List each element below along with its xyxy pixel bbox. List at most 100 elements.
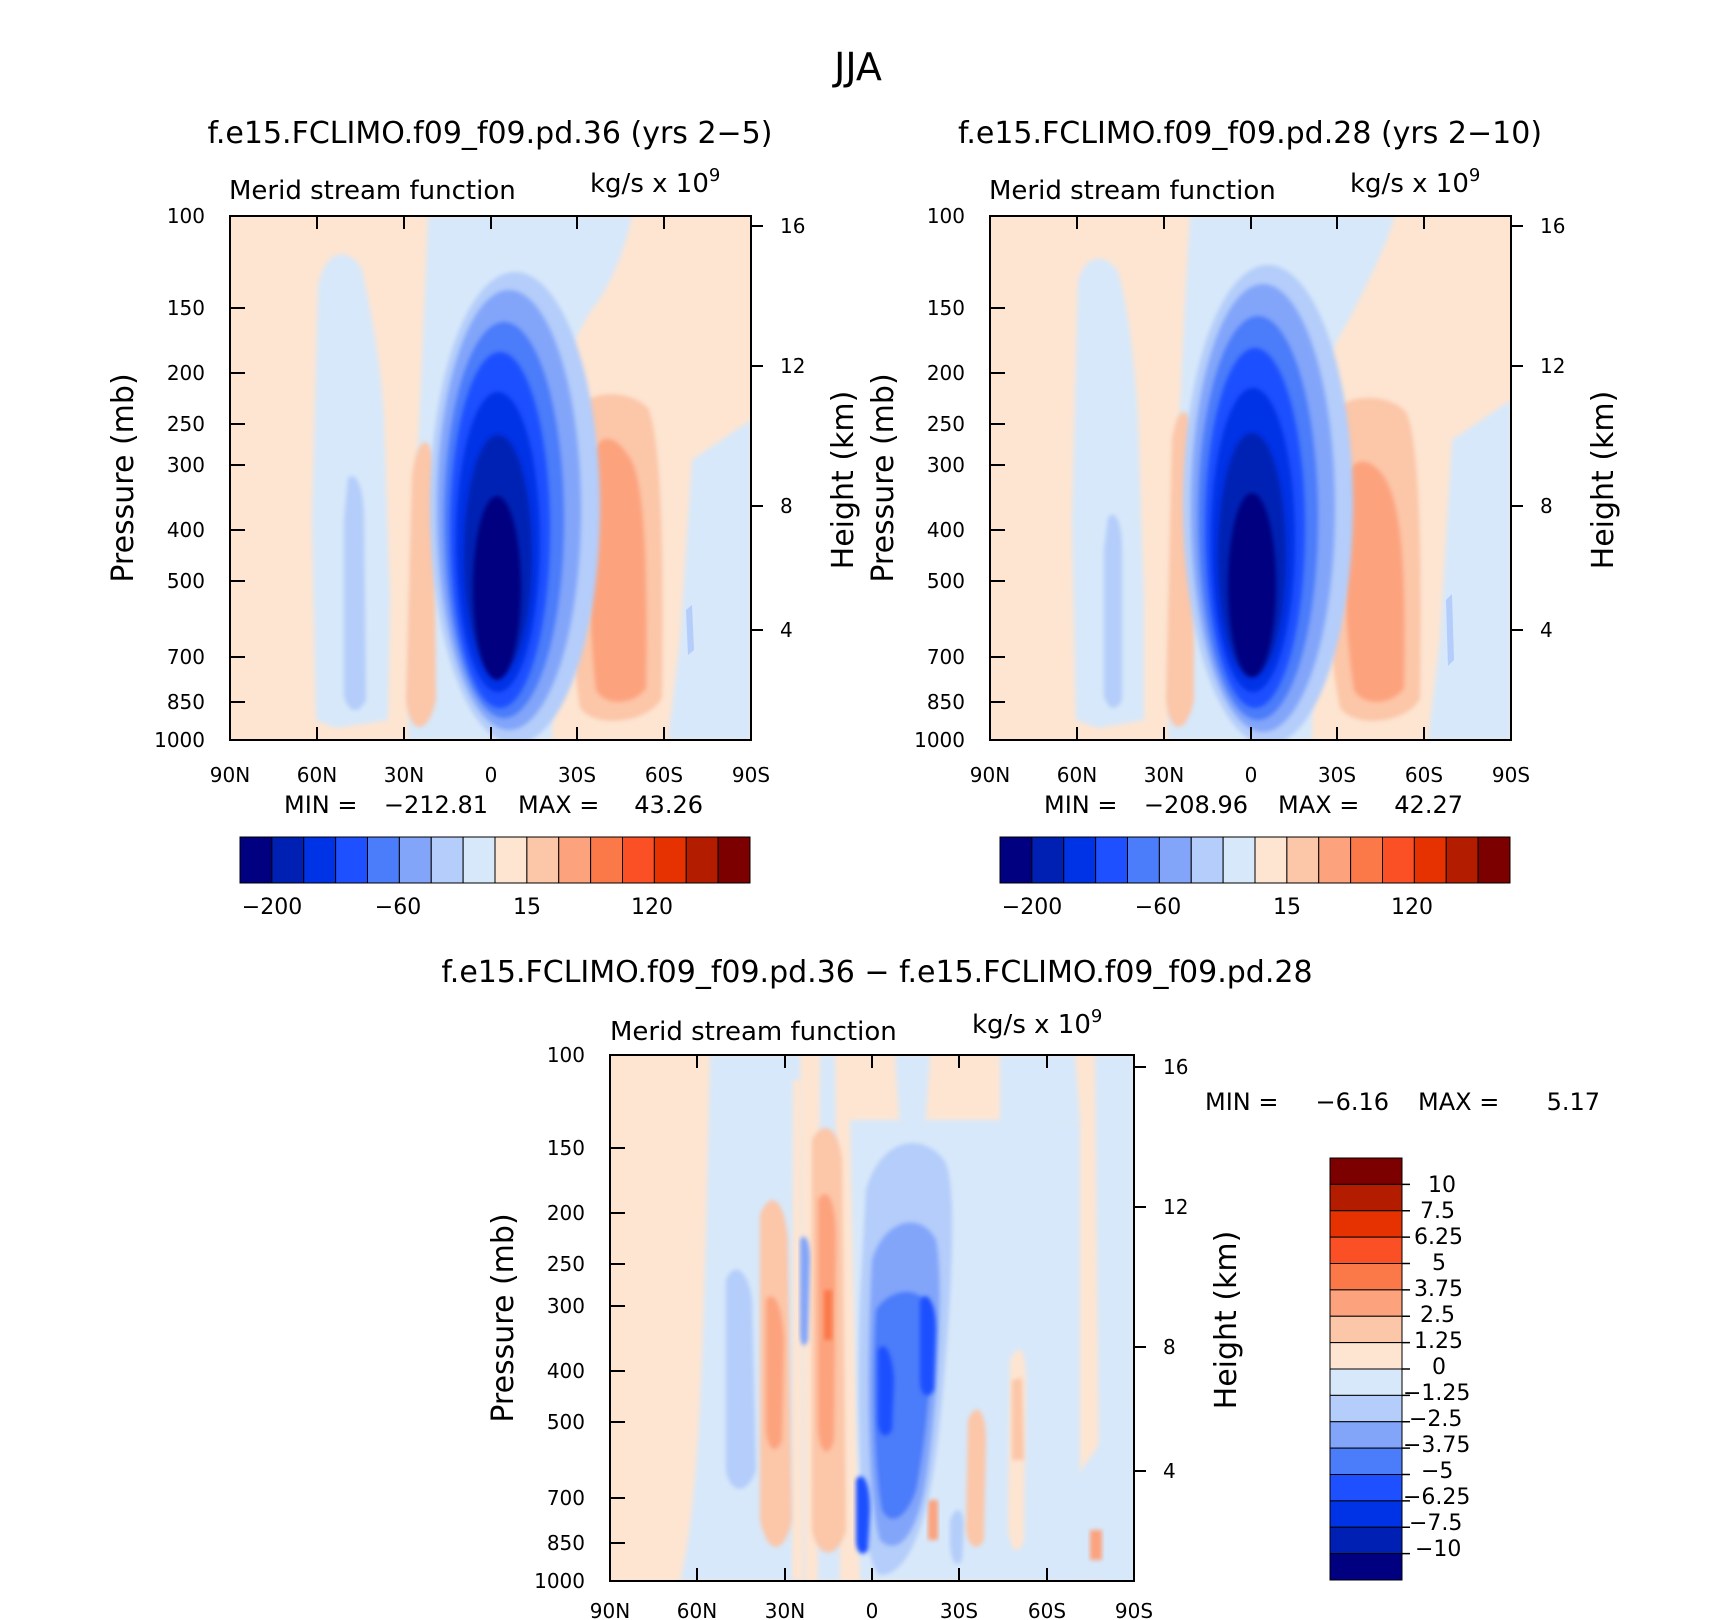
y2-tick-label: 12 <box>1540 354 1565 378</box>
colorbar-label: −6.25 <box>1403 1485 1470 1510</box>
colorbar-swatch <box>1329 1421 1403 1449</box>
max-label: MAX = <box>1278 791 1359 819</box>
colorbar-tick-label: −200 <box>242 895 302 920</box>
panel-title: f.e15.FCLIMO.f09_f09.pd.36 (yrs 2−5) <box>208 116 773 151</box>
y-tick-label: 400 <box>167 518 205 542</box>
y2-tick-label: 12 <box>780 354 805 378</box>
y-tick-label: 100 <box>167 204 205 228</box>
colorbar-label: 1.25 <box>1414 1329 1463 1354</box>
y-tick-label: 850 <box>547 1531 585 1555</box>
y-tick-label: 700 <box>167 645 205 669</box>
y-tick-label: 700 <box>927 645 965 669</box>
colorbar-swatch <box>1190 836 1224 884</box>
min-value: −212.81 <box>384 791 488 819</box>
colorbar-swatch <box>239 836 273 884</box>
min-label: MIN = <box>1044 791 1117 819</box>
y2-axis-label: Height (km) <box>826 391 861 570</box>
colorbar-label: −5 <box>1421 1459 1453 1484</box>
figure-title: JJA <box>832 45 882 89</box>
x-axis: 90N 60N 30N 0 30S 60S 90S <box>970 216 1530 787</box>
x-tick-label: 90S <box>732 763 770 787</box>
y-axis-pressure: 100 150 200 250 300 400 500 700 850 1000… <box>866 204 1005 752</box>
y-axis-label: Pressure (mb) <box>866 373 901 582</box>
colorbar-label: −2.5 <box>1409 1407 1462 1432</box>
x-tick-label: 30N <box>765 1599 805 1620</box>
x-tick-label: 30N <box>1144 763 1184 787</box>
y-tick-label: 250 <box>547 1252 585 1276</box>
x-tick-label: 60N <box>1057 763 1097 787</box>
y-tick-label: 250 <box>927 412 965 436</box>
panel-units: kg/s x 109 <box>590 165 720 199</box>
y2-tick-label: 4 <box>1163 1459 1176 1483</box>
colorbar: −200 −60 15 120 <box>999 836 1511 920</box>
colorbar-swatch <box>271 836 305 884</box>
y-tick-label: 300 <box>167 453 205 477</box>
y-tick-label: 100 <box>547 1043 585 1067</box>
colorbar-swatch <box>1382 836 1415 884</box>
colorbar-swatch <box>653 836 687 884</box>
colorbar-swatch <box>335 836 368 884</box>
colorbar-swatch <box>1329 1157 1403 1185</box>
min-value: −6.16 <box>1315 1088 1389 1116</box>
x-tick-label: 0 <box>1245 763 1258 787</box>
colorbar-swatch <box>999 836 1033 884</box>
x-tick-label: 90N <box>970 763 1010 787</box>
colorbar-swatch <box>1318 836 1352 884</box>
colorbar-swatch <box>462 836 496 884</box>
contour-field <box>990 216 1511 740</box>
x-tick-label: 0 <box>485 763 498 787</box>
y-tick-label: 200 <box>167 361 205 385</box>
colorbar-swatch <box>303 836 337 884</box>
colorbar-swatch <box>622 836 655 884</box>
colorbar-swatch <box>526 836 560 884</box>
y-tick-label: 150 <box>927 296 965 320</box>
x-tick-label: 30S <box>558 763 596 787</box>
y2-tick-label: 16 <box>1540 214 1565 238</box>
y-tick-label: 100 <box>927 204 965 228</box>
y2-axis-label: Height (km) <box>1586 391 1621 570</box>
colorbar-swatch <box>367 836 400 884</box>
colorbar-tick-label: 120 <box>1391 895 1433 920</box>
y-axis-label: Pressure (mb) <box>486 1213 521 1422</box>
y-tick-label: 500 <box>547 1410 585 1434</box>
colorbar-swatch <box>1329 1289 1403 1317</box>
colorbar-label: 2.5 <box>1420 1303 1455 1328</box>
y2-tick-label: 4 <box>780 618 793 642</box>
x-tick-label: 0 <box>866 1599 879 1620</box>
colorbar-swatch <box>1329 1500 1403 1528</box>
y-tick-label: 850 <box>167 690 205 714</box>
colorbar-label: 5 <box>1432 1251 1446 1276</box>
y-axis-height: 16 12 8 4 Height (km) <box>751 214 861 642</box>
colorbar-tick-label: −60 <box>375 895 421 920</box>
colorbar-swatch <box>558 836 592 884</box>
colorbar-label: −3.75 <box>1403 1433 1470 1458</box>
panel-subtitle: Merid stream function <box>610 1017 897 1047</box>
max-label: MAX = <box>518 791 599 819</box>
x-tick-label: 60N <box>677 1599 717 1620</box>
y-tick-label: 1000 <box>534 1569 585 1593</box>
colorbar-label: 10 <box>1428 1173 1456 1198</box>
colorbar-label: −10 <box>1415 1537 1461 1562</box>
y-tick-label: 500 <box>167 569 205 593</box>
y-tick-label: 200 <box>547 1201 585 1225</box>
colorbar-swatch <box>1413 836 1447 884</box>
y-tick-label: 400 <box>547 1359 585 1383</box>
x-tick-label: 60S <box>645 763 683 787</box>
x-tick-label: 60S <box>1405 763 1443 787</box>
colorbar-swatch <box>1127 836 1160 884</box>
colorbar-swatch <box>717 836 751 884</box>
colorbar-swatch <box>1329 1474 1403 1502</box>
max-value: 42.27 <box>1394 791 1463 819</box>
contour-field <box>610 1055 1134 1581</box>
colorbar-swatch <box>1329 1263 1403 1291</box>
y-tick-label: 150 <box>547 1136 585 1160</box>
x-tick-label: 30N <box>384 763 424 787</box>
panel-title: f.e15.FCLIMO.f09_f09.pd.28 (yrs 2−10) <box>958 116 1542 151</box>
colorbar-swatch <box>1329 1526 1403 1555</box>
colorbar-tick-label: 120 <box>631 895 673 920</box>
colorbar-label: 7.5 <box>1420 1199 1455 1224</box>
y-tick-label: 300 <box>927 453 965 477</box>
y-tick-label: 200 <box>927 361 965 385</box>
colorbar-label: 3.75 <box>1414 1277 1463 1302</box>
